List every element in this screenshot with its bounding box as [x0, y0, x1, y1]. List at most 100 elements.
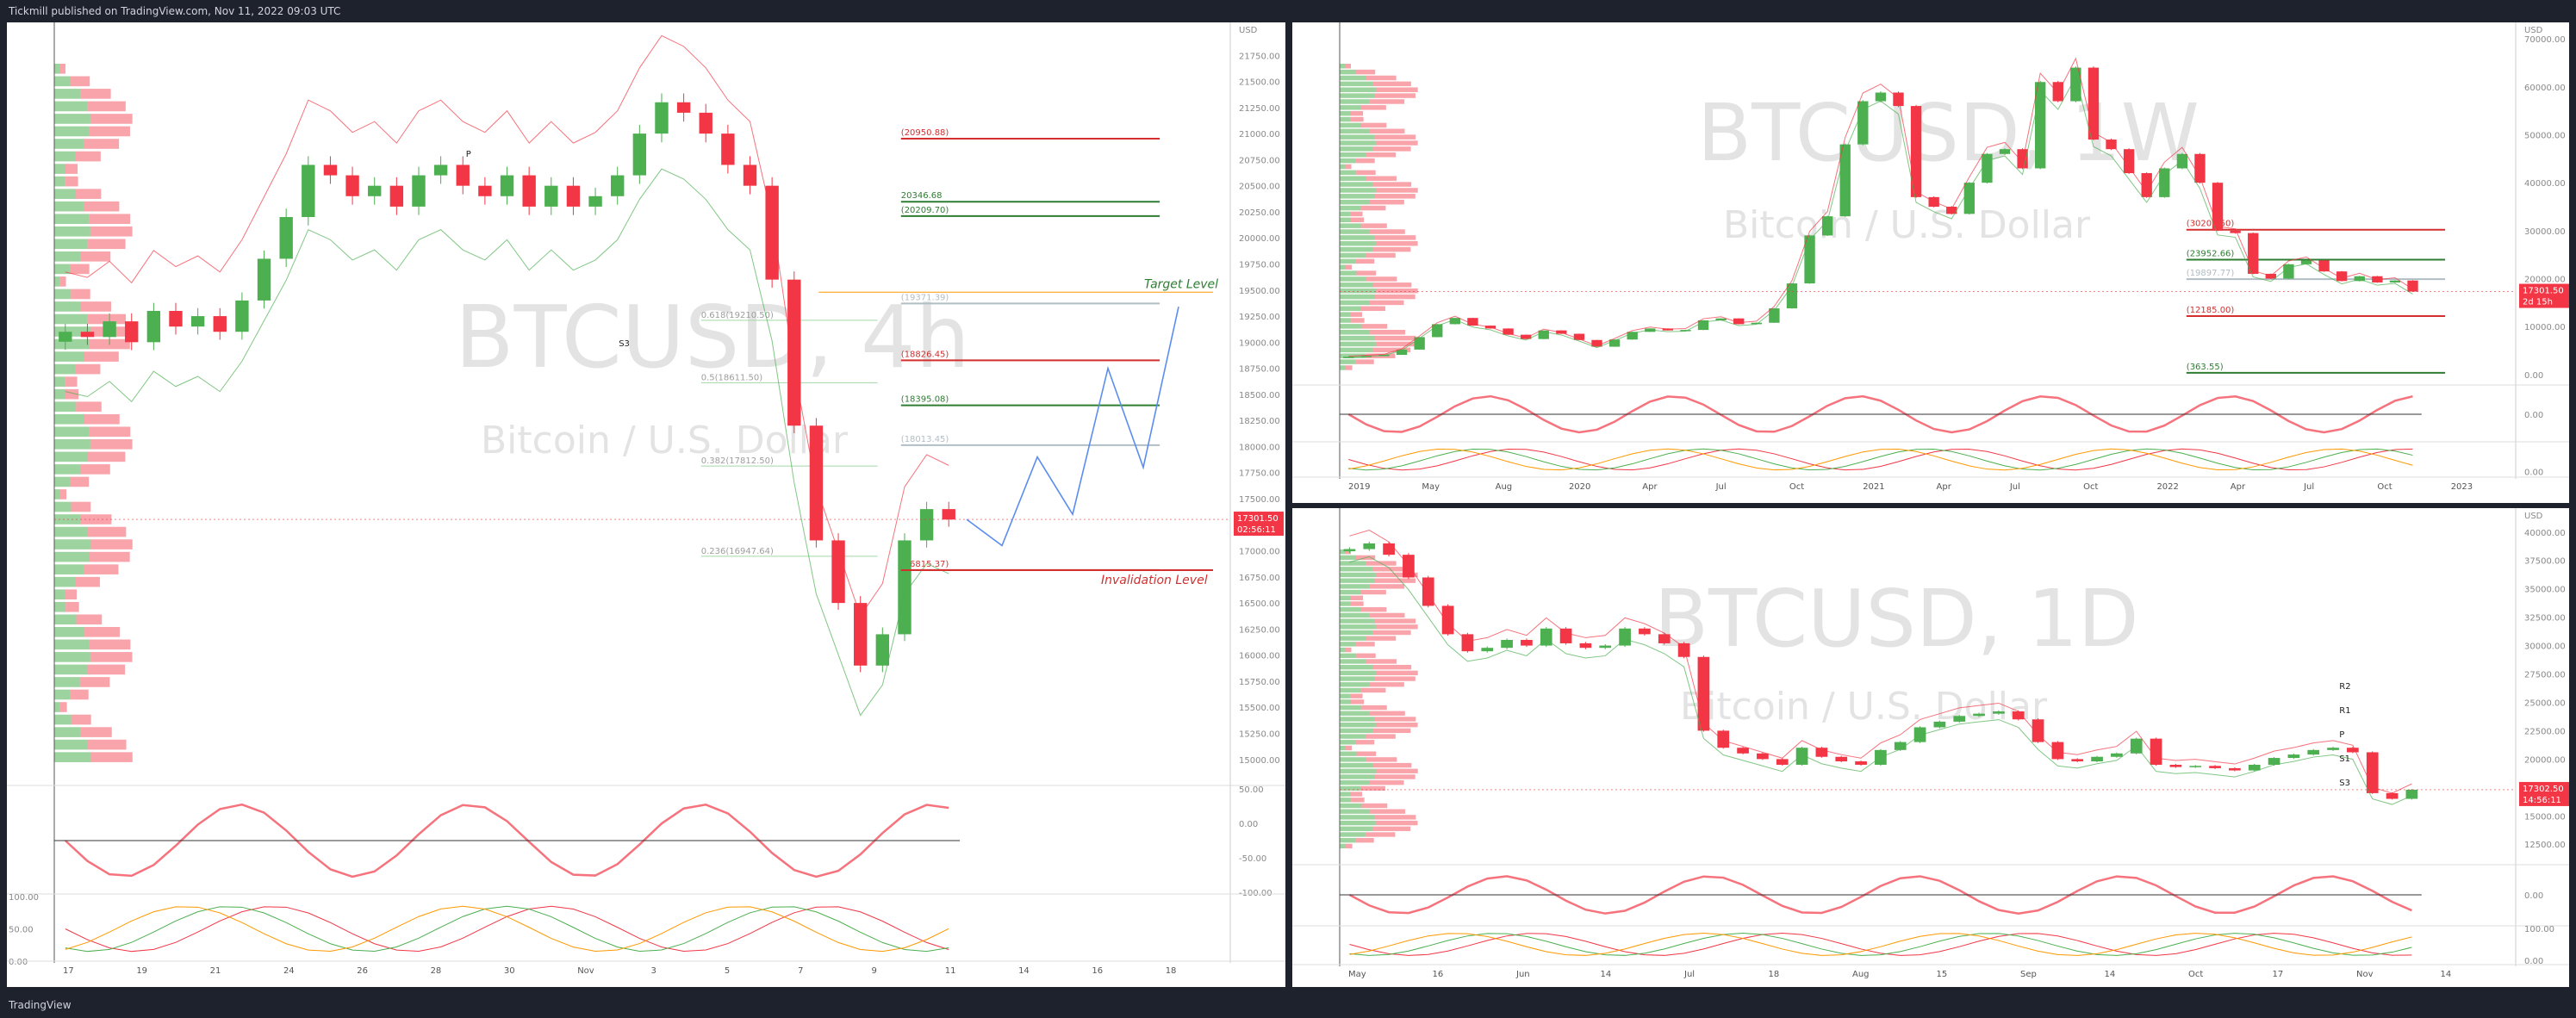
x-tick-label: 21: [210, 966, 221, 976]
countdown-value: 2d 15h: [2523, 298, 2553, 307]
x-tick-label: 14: [1018, 966, 1030, 976]
stochastic-line: [1349, 933, 2412, 956]
y-tick-label: 19500.00: [1239, 287, 1280, 296]
candle-body: [2307, 749, 2320, 755]
y-tick-label: 20000.00: [2524, 276, 2566, 285]
x-tick-label: 18: [1769, 970, 1780, 979]
volume-profile-bar-up: [1340, 146, 1373, 152]
candle-body: [2212, 183, 2224, 231]
y-tick-label: 21000.00: [1239, 130, 1280, 140]
volume-profile-bar-down: [1355, 838, 1374, 843]
y-tick-label: 40000.00: [2524, 529, 2566, 538]
volume-profile-bar-down: [76, 189, 102, 199]
stochastic-line: [65, 905, 949, 953]
volume-profile-bar-down: [79, 464, 110, 475]
candle-body: [1839, 144, 1851, 217]
last-price-value: 17302.50: [2523, 785, 2564, 794]
candle-body: [898, 540, 912, 635]
candle-body: [2229, 767, 2241, 771]
y-tick-label: 18250.00: [1239, 417, 1280, 426]
currency-label: USD: [2524, 512, 2543, 521]
volume-profile-bar-up: [1340, 699, 1351, 705]
volume-profile-bar-down: [1355, 158, 1375, 164]
candle-body: [1751, 322, 1762, 325]
level-label: 20346.68: [901, 191, 943, 201]
footer-bar: TradingView: [0, 992, 2576, 1018]
x-tick-label: Jun: [1515, 970, 1530, 979]
volume-profile-bar-up: [1340, 757, 1366, 762]
x-tick-label: May: [1348, 970, 1366, 979]
volume-profile-bar-down: [1375, 820, 1418, 826]
volume-profile-bar-up: [54, 76, 72, 87]
y-tick-label: 40000.00: [2524, 179, 2566, 189]
volume-profile-bar-up: [1340, 335, 1375, 341]
volume-profile-bar-up: [54, 251, 81, 262]
chart-1w-panel[interactable]: BTCUSD, 1W Bitcoin / U.S. Dollar USD 70000.…: [1292, 22, 2569, 503]
x-tick-label: 19: [136, 966, 147, 976]
volume-profile-bar-up: [1340, 164, 1346, 170]
volume-profile-bar-down: [1374, 717, 1416, 722]
candle-body: [611, 175, 625, 196]
fib-label: 0.5(18611.50): [701, 373, 763, 382]
candle-body: [2230, 230, 2241, 233]
candle-body: [588, 196, 602, 207]
volume-profile-bar-up: [54, 576, 76, 587]
osc-tick-label: 0.00: [2524, 411, 2543, 420]
volume-profile-bar-down: [1372, 81, 1411, 87]
volume-profile-bar-down: [1355, 359, 1374, 364]
volume-profile-bar-up: [54, 351, 84, 362]
candle-body: [146, 311, 161, 343]
chart-1w-svg[interactable]: BTCUSD, 1W Bitcoin / U.S. Dollar USD70000.…: [1292, 22, 2569, 503]
volume-profile-bar-up: [1340, 217, 1351, 223]
volume-profile-bar-down: [84, 139, 120, 149]
candle-body: [2268, 758, 2280, 765]
candle-body: [1982, 153, 1993, 183]
volume-profile-bar-down: [65, 589, 78, 600]
volume-profile-bar-down: [84, 627, 121, 637]
volume-profile-bar-up: [1340, 306, 1361, 312]
chart-4h-panel[interactable]: BTCUSD, 4h Bitcoin / U.S. Dollar USD 21750.…: [7, 22, 1285, 987]
volume-profile-bar-up: [54, 114, 90, 124]
candle-body: [2070, 67, 2081, 102]
volume-profile-bar-up: [1340, 294, 1375, 300]
volume-profile-bar-up: [1340, 705, 1362, 711]
volume-profile-bar-up: [1340, 826, 1372, 831]
volume-profile-bar-down: [1374, 618, 1416, 624]
candle-body: [1449, 318, 1460, 325]
volume-profile-bar-down: [1366, 75, 1397, 81]
volume-profile-bar-down: [71, 501, 91, 512]
volume-profile-bar-up: [1340, 128, 1370, 134]
candle-body: [2209, 766, 2221, 768]
y-tick-label: 22500.00: [2524, 727, 2566, 736]
volume-profile-bar-up: [1340, 584, 1370, 589]
volume-profile-bar-up: [1340, 264, 1346, 270]
chart-1d-panel[interactable]: BTCUSD, 1D Bitcoin / U.S. Dollar USD 40000.…: [1292, 508, 2569, 987]
candle-body: [2106, 140, 2117, 150]
pivot-label: R1: [2339, 706, 2350, 716]
volume-profile-bar-up: [1340, 838, 1356, 843]
volume-profile-bar-down: [1374, 815, 1416, 820]
watermark-title: BTCUSD, 4h: [455, 287, 970, 388]
fib-label: 0.236(16947.64): [701, 547, 774, 556]
stochastic-line: [1349, 933, 2412, 956]
volume-profile-bar-up: [54, 388, 65, 400]
volume-profile-bar-up: [1340, 751, 1357, 756]
volume-profile-bar-up: [1340, 116, 1351, 122]
volume-profile-bar-down: [1372, 826, 1411, 831]
y-tick-label: 16750.00: [1239, 574, 1280, 583]
candle-body: [412, 175, 426, 207]
volume-profile-bar-down: [1374, 134, 1416, 140]
fib-label: 0.382(17812.50): [701, 456, 774, 466]
volume-profile-bar-up: [1340, 93, 1375, 98]
candle-body: [743, 164, 757, 186]
x-tick-label: 14: [2105, 970, 2116, 979]
volume-profile-bar-down: [1366, 152, 1397, 158]
stoch-tick-label: 0.00: [2524, 957, 2543, 966]
volume-profile-bar-up: [1340, 105, 1361, 110]
tradingview-logo[interactable]: TradingView: [9, 999, 72, 1011]
chart-1d-svg[interactable]: BTCUSD, 1D Bitcoin / U.S. Dollar USD 40000.…: [1292, 508, 2569, 987]
candle-body: [1910, 106, 1922, 197]
volume-profile-bar-down: [71, 289, 90, 300]
volume-profile-bar-down: [59, 489, 67, 500]
